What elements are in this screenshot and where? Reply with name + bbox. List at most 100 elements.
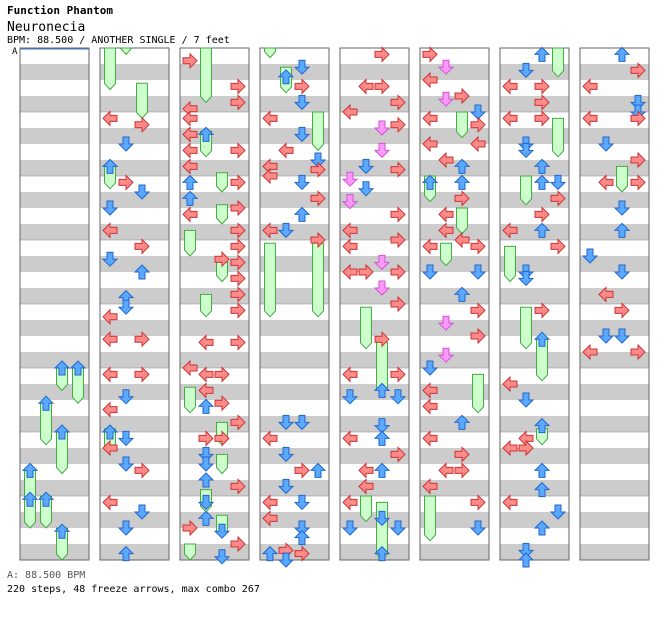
step-arrow-up (197, 126, 215, 142)
beat-stripe (100, 416, 169, 432)
step-arrow-up (533, 417, 551, 434)
beat-stripe (340, 192, 409, 208)
step-arrow-right (518, 439, 534, 457)
step-arrow-right (230, 302, 246, 319)
step-arrow-right (534, 78, 550, 95)
beat-stripe (340, 320, 409, 336)
freeze-arrow (616, 165, 628, 193)
step-arrow-down (357, 181, 375, 197)
step-arrow-up (101, 158, 119, 174)
step-arrow-right (214, 250, 230, 268)
step-arrow-right (182, 52, 198, 70)
beat-stripe (580, 512, 649, 528)
beat-stripe (340, 256, 409, 272)
beat-stripe (580, 288, 649, 304)
step-arrow-up (261, 545, 279, 562)
freeze-arrow (264, 242, 276, 318)
step-arrow-right (550, 190, 566, 207)
step-arrow-mine (373, 120, 391, 136)
beat-stripe (260, 352, 329, 368)
step-arrow-up (293, 206, 311, 222)
column-border (339, 47, 410, 561)
column-border (179, 47, 250, 561)
step-arrow-left (598, 286, 614, 303)
step-arrow-left (102, 308, 118, 326)
step-arrow-left (422, 382, 438, 399)
step-arrow-right (230, 535, 246, 553)
song-title: Function Phantom (7, 4, 113, 17)
step-arrow-right (230, 94, 246, 111)
step-arrow-right (230, 270, 246, 287)
step-arrow-right (454, 190, 470, 207)
step-arrow-left (102, 401, 118, 418)
freeze-arrow (360, 495, 372, 523)
beat-stripe (180, 544, 249, 560)
beat-stripe (100, 320, 169, 336)
beat-stripe (420, 320, 489, 336)
step-arrow-right (470, 116, 486, 134)
step-arrow-down (117, 136, 135, 152)
beat-stripe (340, 128, 409, 144)
beat-stripe (340, 384, 409, 400)
beat-stripe (100, 64, 169, 80)
beat-stripe (20, 160, 89, 176)
freeze-arrow (520, 175, 532, 206)
step-arrow-right (230, 238, 246, 255)
beat-stripe (180, 320, 249, 336)
step-arrow-right (390, 231, 406, 249)
beat-stripe (20, 288, 89, 304)
step-arrow-down (597, 136, 615, 152)
column-border (419, 47, 490, 561)
step-arrow-up (53, 360, 71, 376)
step-arrow-left (198, 334, 214, 351)
step-arrow-up (101, 424, 119, 440)
step-arrow-up (277, 69, 295, 85)
beat-stripe (100, 480, 169, 496)
beat-stripe (180, 352, 249, 368)
step-arrow-left (102, 330, 118, 348)
freeze-arrow (504, 245, 516, 283)
step-arrow-down (309, 152, 327, 168)
chart-column (259, 47, 330, 568)
step-arrow-down (101, 200, 119, 216)
beat-stripe (580, 480, 649, 496)
step-arrow-left (502, 78, 518, 95)
beat-stripe (500, 512, 569, 528)
step-arrow-down (517, 542, 535, 559)
beat-stripe (20, 448, 89, 464)
step-arrow-right (230, 254, 246, 271)
beat-stripe (340, 288, 409, 304)
step-arrow-down (117, 299, 135, 315)
freeze-arrow (456, 111, 468, 139)
beat-stripe (580, 448, 649, 464)
step-arrow-right (390, 206, 406, 223)
step-arrow-right (230, 174, 246, 191)
step-arrow-down (517, 270, 535, 287)
beat-stripe (20, 352, 89, 368)
step-arrow-right (214, 430, 230, 447)
beat-stripe (100, 128, 169, 144)
step-arrow-right (390, 295, 406, 313)
step-arrow-mine (437, 347, 455, 363)
step-arrow-mine (373, 254, 391, 271)
step-arrow-right (230, 478, 246, 495)
step-arrow-down (117, 430, 135, 447)
step-arrow-up (181, 174, 199, 190)
freeze-arrow (184, 543, 196, 561)
step-arrow-right (310, 161, 326, 178)
step-arrow-right (470, 494, 486, 511)
step-arrow-down (549, 504, 567, 520)
beat-stripe (500, 320, 569, 336)
step-arrow-right (470, 327, 486, 345)
step-arrow-down (613, 200, 631, 216)
beat-stripe (100, 160, 169, 176)
step-arrow-down (389, 389, 407, 405)
step-arrow-up (373, 545, 391, 562)
freeze-arrow (440, 242, 452, 267)
beat-stripe (260, 384, 329, 400)
step-arrow-left (422, 398, 438, 415)
step-arrow-left (102, 366, 118, 383)
step-arrow-right (470, 302, 486, 319)
step-arrow-right (294, 78, 310, 95)
beat-stripe (420, 288, 489, 304)
